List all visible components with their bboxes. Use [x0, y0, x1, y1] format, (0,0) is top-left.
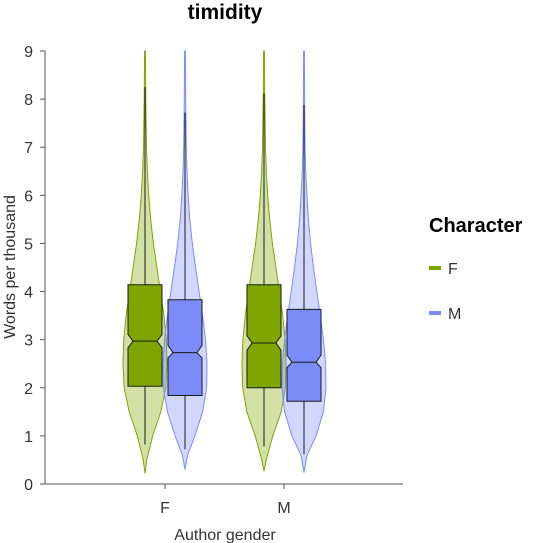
y-tick-label: 3	[24, 333, 33, 350]
x-tick-label: M	[277, 500, 290, 517]
y-tick-label: 0	[24, 477, 33, 494]
x-tick-label: F	[160, 500, 170, 517]
box-m-m	[286, 308, 322, 402]
chart-title: timidity	[188, 1, 263, 24]
y-axis-ticks: 0 1 2 3 4 5 6 7 8 9	[24, 44, 45, 494]
x-axis-title: Author gender	[174, 527, 276, 543]
plot-area	[122, 50, 327, 474]
y-tick-label: 7	[24, 140, 33, 157]
y-tick-label: 4	[24, 285, 33, 302]
y-tick-label: 6	[24, 188, 33, 205]
legend-items: FM	[429, 261, 461, 323]
y-tick-label: 2	[24, 381, 33, 398]
box-m-f	[167, 299, 203, 396]
box-f-m	[246, 284, 282, 389]
y-tick-label: 5	[24, 236, 33, 253]
legend: Character FM	[429, 215, 523, 323]
legend-label-m: M	[448, 306, 461, 323]
y-axis-title: Words per thousand	[2, 195, 19, 339]
legend-title: Character	[429, 215, 523, 237]
legend-label-f: F	[448, 261, 458, 278]
box-f-f	[127, 284, 163, 387]
y-tick-label: 1	[24, 429, 33, 446]
y-tick-label: 8	[24, 92, 33, 109]
y-tick-label: 9	[24, 44, 33, 61]
